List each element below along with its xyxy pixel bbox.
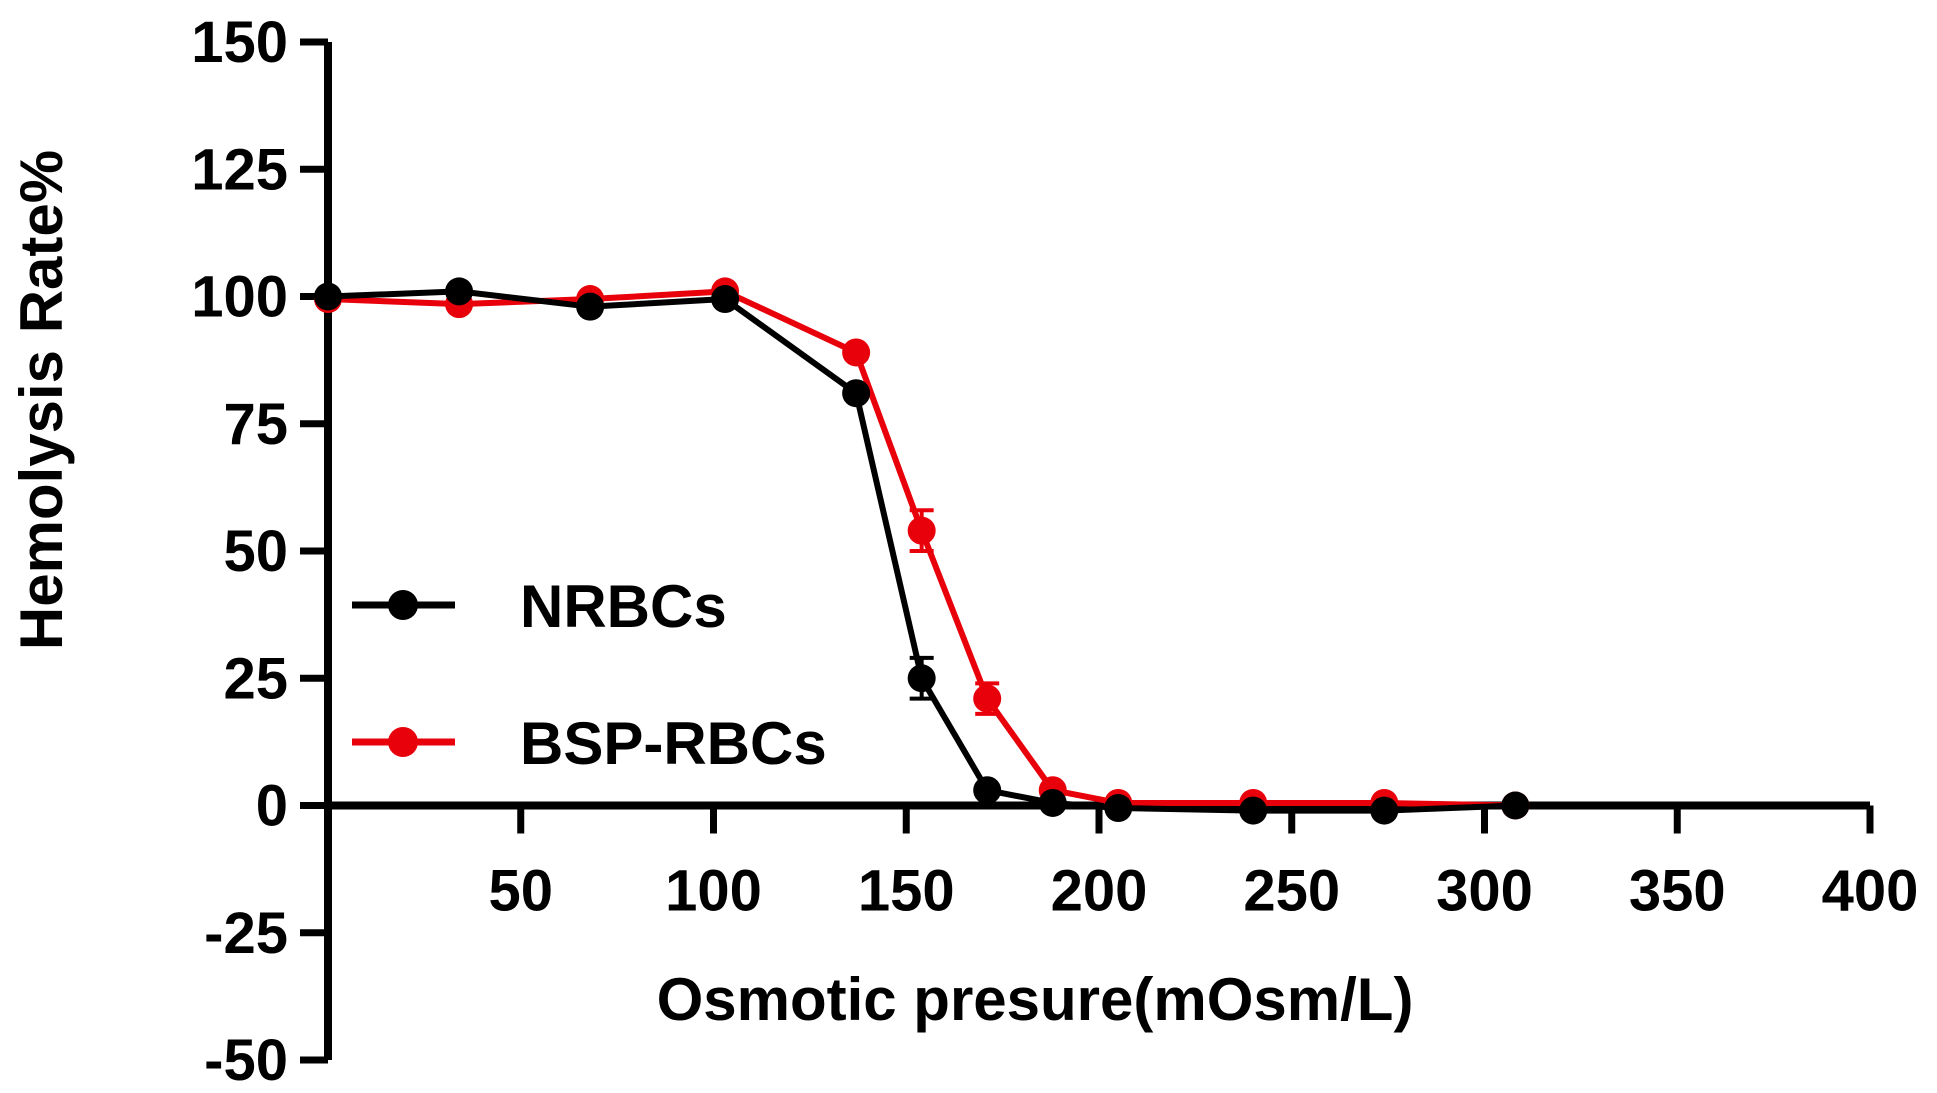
x-tick-label: 300 [1436, 859, 1533, 924]
x-tick-label: 150 [858, 859, 955, 924]
y-axis-title: Hemolysis Rate% [8, 150, 75, 650]
data-point [1239, 796, 1268, 825]
y-tick-label: 25 [223, 646, 288, 711]
x-axis-title: Osmotic presure(mOsm/L) [657, 966, 1414, 1033]
y-tick-label: 100 [191, 265, 288, 330]
legend: NRBCs BSP-RBCs [352, 573, 827, 777]
legend-item-bsp-rbcs: BSP-RBCs [352, 710, 827, 777]
legend-label-nrbcs: NRBCs [520, 573, 727, 640]
series-nrbcs [314, 277, 1530, 825]
data-point [314, 282, 342, 311]
series-bsp-rbcs [314, 277, 1530, 820]
data-point [842, 338, 871, 367]
y-axis: -50 -25 0 25 50 75 100 125 150 [191, 10, 332, 1093]
data-point [445, 277, 474, 306]
series-line-bsp-rbcs [327, 288, 1516, 809]
legend-label-bsp-rbcs: BSP-RBCs [520, 710, 827, 777]
data-point [973, 776, 1002, 805]
y-tick-label: -25 [204, 901, 288, 966]
data-point [907, 664, 936, 693]
y-tick-label: 150 [191, 10, 288, 75]
y-tick-label: 0 [256, 774, 288, 839]
x-tick-label: 400 [1822, 859, 1919, 924]
data-point [1104, 794, 1133, 823]
series-layer [314, 277, 1530, 825]
legend-marker-nrbcs [388, 590, 418, 620]
x-tick-label: 100 [665, 859, 762, 924]
y-tick-label: 75 [223, 392, 288, 457]
y-tick-label: 125 [191, 137, 288, 202]
x-tick-label: 200 [1051, 859, 1148, 924]
x-axis: 50 100 150 200 250 300 350 400 [328, 801, 1919, 924]
y-tick-label: -50 [204, 1028, 288, 1093]
data-point [1038, 788, 1067, 817]
legend-marker-bsp-rbcs [388, 727, 418, 757]
data-point [842, 379, 871, 408]
series-line-nrbcs [327, 288, 1516, 814]
x-tick-label: 50 [488, 859, 553, 924]
data-point [1501, 791, 1530, 820]
data-point [711, 285, 740, 314]
y-tick-label: 50 [223, 519, 288, 584]
legend-item-nrbcs: NRBCs [352, 573, 727, 640]
data-point [576, 292, 605, 321]
x-tick-label: 250 [1243, 859, 1340, 924]
x-tick-label: 350 [1629, 859, 1726, 924]
data-point [1370, 796, 1399, 825]
data-point [907, 516, 936, 545]
data-point [973, 684, 1002, 713]
